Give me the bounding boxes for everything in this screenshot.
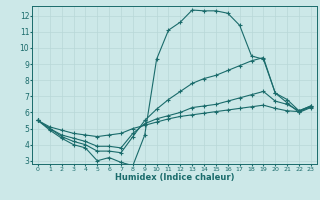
X-axis label: Humidex (Indice chaleur): Humidex (Indice chaleur): [115, 173, 234, 182]
